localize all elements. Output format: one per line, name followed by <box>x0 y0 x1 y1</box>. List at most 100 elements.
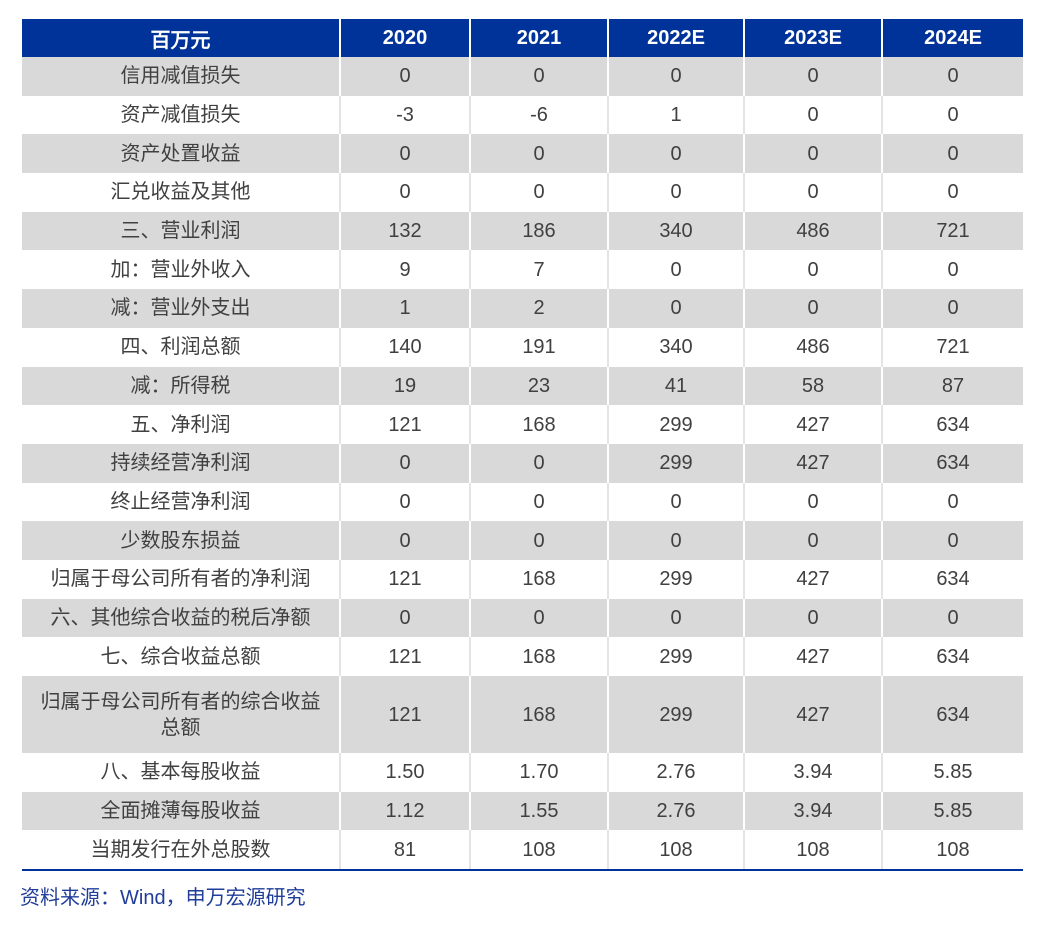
table-row: 全面摊薄每股收益 1.12 1.55 2.76 3.94 5.85 <box>22 791 1023 831</box>
value-cell: 634 <box>882 676 1023 753</box>
value-cell: 121 <box>340 405 471 444</box>
value-cell: 23 <box>470 366 609 406</box>
value-cell: 0 <box>340 521 471 560</box>
row-label: 三、营业利润 <box>22 211 341 251</box>
value-cell: 0 <box>744 173 883 212</box>
value-cell: 721 <box>882 211 1023 251</box>
table-row: 减：所得税 19 23 41 58 87 <box>22 366 1023 406</box>
income-statement-table: 百万元 2020 2021 2022E 2023E 2024E 信用减值损失 0 0 0 0 0 资产… <box>22 19 1023 872</box>
value-cell: 5.85 <box>933 761 973 784</box>
table-row: 六、其他综合收益的税后净额 0 0 0 0 0 <box>22 598 1023 638</box>
value-cell: 3.94 <box>744 791 883 831</box>
table-row: 三、营业利润 132 186 340 486 721 <box>22 211 1023 251</box>
value-cell: 2 <box>470 289 609 328</box>
row-label: 信用减值损失 <box>22 57 341 96</box>
value-cell: 0 <box>340 443 471 483</box>
value-cell: 168 <box>470 637 609 676</box>
value-cell: 132 <box>340 211 471 251</box>
table-row: 加：营业外收入 9 7 0 0 0 <box>22 250 1023 290</box>
value-cell: 121 <box>340 637 471 676</box>
value-cell: 634 <box>936 413 970 436</box>
table-row: 八、基本每股收益 1.50 1.70 2.76 3.94 5.85 <box>22 753 1023 792</box>
value-cell: 0 <box>608 250 745 290</box>
value-cell: 0 <box>744 250 883 290</box>
value-cell: 9 <box>340 250 471 290</box>
value-cell: 0 <box>470 521 609 560</box>
value-cell: 340 <box>608 211 745 251</box>
table-row: 归属于母公司所有者的净利润 121 168 299 427 634 <box>22 559 1023 599</box>
value-cell: 0 <box>947 258 959 281</box>
value-cell: 168 <box>470 676 609 753</box>
value-cell: 427 <box>744 637 883 676</box>
table-row: 汇兑收益及其他 0 0 0 0 0 <box>22 173 1023 212</box>
value-cell: 0 <box>470 57 609 96</box>
value-cell: 108 <box>470 830 609 872</box>
value-cell: 0 <box>340 482 471 522</box>
table-row: 终止经营净利润 0 0 0 0 0 <box>22 482 1023 522</box>
value-cell: 0 <box>608 173 745 212</box>
value-cell: 721 <box>936 336 970 359</box>
value-cell: 0 <box>744 482 883 522</box>
value-cell: 634 <box>936 645 970 668</box>
value-cell: 427 <box>744 405 883 444</box>
value-cell: 81 <box>340 830 471 872</box>
value-cell: 0 <box>608 521 745 560</box>
value-cell: 1 <box>608 95 745 135</box>
value-cell: 121 <box>340 559 471 599</box>
value-cell: 0 <box>608 482 745 522</box>
value-cell: 87 <box>882 366 1023 406</box>
row-label: 资产处置收益 <box>22 134 341 174</box>
value-cell: 3.94 <box>744 753 883 792</box>
value-cell: 0 <box>744 598 883 638</box>
row-label: 资产减值损失 <box>22 95 341 135</box>
value-cell: 0 <box>947 181 959 204</box>
value-cell: 0 <box>470 443 609 483</box>
value-cell: 0 <box>744 289 883 328</box>
value-cell: 299 <box>608 637 745 676</box>
value-cell: 0 <box>882 289 1023 328</box>
value-cell: 634 <box>882 443 1023 483</box>
value-cell: 299 <box>608 405 745 444</box>
value-cell: 108 <box>744 830 883 872</box>
table-row: 资产处置收益 0 0 0 0 0 <box>22 134 1023 174</box>
value-cell: 0 <box>340 134 471 174</box>
value-cell: 0 <box>882 521 1023 560</box>
source-note: 资料来源：Wind，申万宏源研究 <box>20 887 306 909</box>
table-row: 少数股东损益 0 0 0 0 0 <box>22 521 1023 560</box>
value-cell: 186 <box>470 211 609 251</box>
value-cell: 0 <box>608 57 745 96</box>
value-cell: -6 <box>470 95 609 135</box>
table-row: 七、综合收益总额 121 168 299 427 634 <box>22 637 1023 676</box>
row-label: 减：营业外支出 <box>22 289 341 328</box>
value-cell: 427 <box>744 559 883 599</box>
value-cell: 121 <box>340 676 471 753</box>
table-row: 持续经营净利润 0 0 299 427 634 <box>22 443 1023 483</box>
value-cell: 0 <box>340 57 471 96</box>
value-cell: 0 <box>744 134 883 174</box>
row-label: 终止经营净利润 <box>22 482 341 522</box>
value-cell: 0 <box>608 598 745 638</box>
value-cell: 0 <box>947 490 959 513</box>
row-label: 加：营业外收入 <box>22 250 341 290</box>
row-label: 六、其他综合收益的税后净额 <box>22 598 341 638</box>
row-label: 七、综合收益总额 <box>22 637 341 676</box>
value-cell: 486 <box>744 327 883 367</box>
value-cell: 486 <box>744 211 883 251</box>
value-cell: 0 <box>947 104 959 127</box>
value-cell: 1.50 <box>340 753 471 792</box>
value-cell: 0 <box>744 95 883 135</box>
table-row: 信用减值损失 0 0 0 0 0 <box>22 57 1023 96</box>
value-cell: 0 <box>470 482 609 522</box>
value-cell: 1.70 <box>470 753 609 792</box>
column-header-year: 2023E <box>744 19 883 57</box>
value-cell: 299 <box>608 443 745 483</box>
value-cell: 108 <box>882 830 1023 872</box>
column-header-year: 2021 <box>470 19 609 57</box>
table-row: 当期发行在外总股数 81 108 108 108 108 <box>22 830 1023 872</box>
row-label: 汇兑收益及其他 <box>22 173 341 212</box>
column-header-year: 2022E <box>608 19 745 57</box>
row-label: 归属于母公司所有者的综合收益总额 <box>22 676 341 753</box>
value-cell: 0 <box>470 173 609 212</box>
row-label: 四、利润总额 <box>22 327 341 367</box>
value-cell: 0 <box>470 598 609 638</box>
